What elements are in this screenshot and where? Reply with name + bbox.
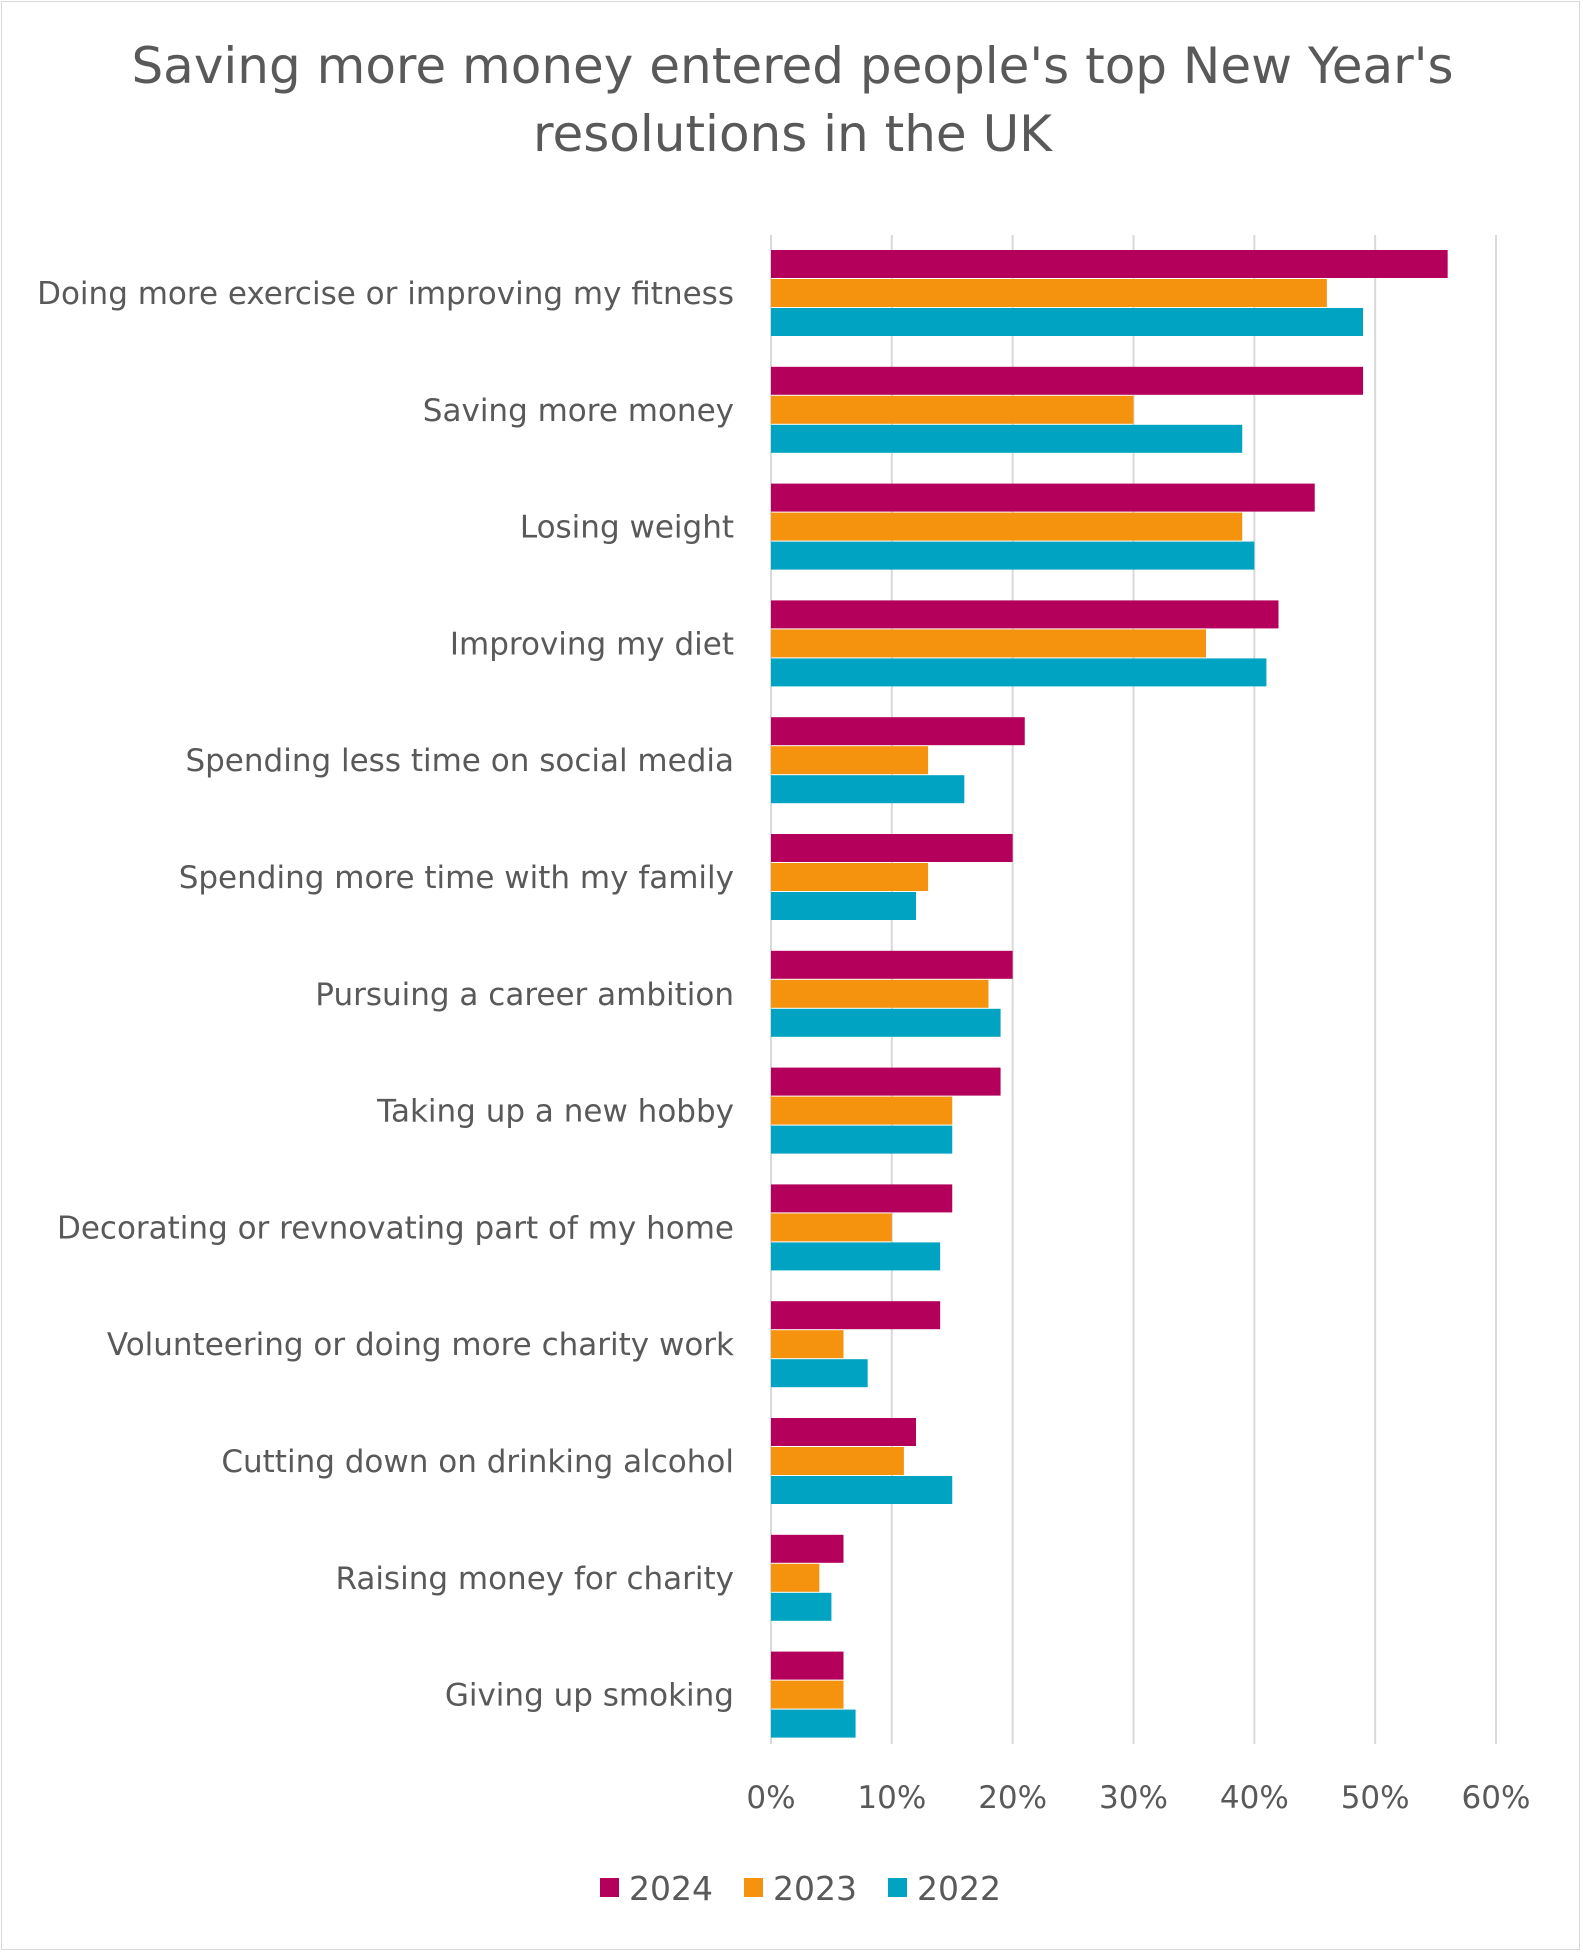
bar-2023-10: [771, 1447, 904, 1475]
bar-2024-6: [771, 950, 1013, 979]
legend-label-2024: 2024: [629, 1869, 713, 1908]
bar-2024-2: [771, 483, 1315, 512]
bar-2022-1: [771, 424, 1243, 453]
bar-2022-7: [771, 1125, 953, 1154]
bar-2024-4: [771, 717, 1025, 746]
bar-2023-2: [771, 512, 1243, 541]
bar-2024-11: [771, 1534, 844, 1563]
bars: [771, 250, 1448, 1738]
x-tick-label: 20%: [978, 1780, 1047, 1816]
bar-2024-10: [771, 1418, 916, 1446]
x-axis-tick-labels: 0% 10% 20% 30% 40% 50% 60%: [746, 1780, 1530, 1816]
bar-2023-0: [771, 279, 1327, 307]
bar-2023-4: [771, 746, 929, 775]
bar-2023-6: [771, 979, 989, 1008]
category-label: Saving more money: [423, 393, 734, 429]
bar-2022-0: [771, 308, 1364, 336]
bar-2024-7: [771, 1067, 1001, 1096]
bar-2023-3: [771, 629, 1206, 658]
category-label: Spending less time on social media: [185, 743, 734, 779]
x-tick-label: 40%: [1220, 1780, 1289, 1816]
bar-2022-10: [771, 1476, 953, 1504]
legend-swatch-2023: [744, 1878, 763, 1897]
legend-label-2022: 2022: [917, 1869, 1001, 1908]
bar-2022-5: [771, 892, 916, 920]
category-label: Losing weight: [520, 510, 734, 546]
bar-2023-11: [771, 1563, 820, 1592]
bar-2023-9: [771, 1330, 844, 1359]
bar-2024-0: [771, 250, 1448, 278]
category-label: Doing more exercise or improving my fitn…: [37, 276, 734, 312]
category-label: Pursuing a career ambition: [315, 977, 734, 1013]
category-label: Giving up smoking: [445, 1678, 734, 1714]
bar-2024-12: [771, 1651, 844, 1680]
category-label: Raising money for charity: [335, 1561, 734, 1597]
bar-2022-4: [771, 775, 965, 804]
bar-2022-2: [771, 541, 1255, 570]
x-tick-label: 60%: [1462, 1780, 1531, 1816]
category-labels: Doing more exercise or improving my fitn…: [37, 276, 734, 1714]
bar-2022-11: [771, 1592, 832, 1621]
legend-label-2023: 2023: [773, 1869, 857, 1908]
category-label: Cutting down on drinking alcohol: [221, 1444, 734, 1480]
x-tick-label: 10%: [857, 1780, 926, 1816]
category-label: Improving my diet: [450, 626, 734, 662]
legend: 2024 2023 2022: [600, 1869, 1001, 1908]
bar-2024-3: [771, 600, 1279, 629]
bar-2022-8: [771, 1242, 941, 1271]
bar-2024-9: [771, 1301, 941, 1330]
legend-swatch-2022: [888, 1878, 907, 1897]
bar-2022-12: [771, 1709, 856, 1738]
x-tick-label: 0%: [746, 1780, 795, 1816]
bar-2024-5: [771, 834, 1013, 862]
bar-2024-8: [771, 1184, 953, 1213]
bar-2022-6: [771, 1008, 1001, 1037]
bar-2022-9: [771, 1359, 868, 1388]
x-tick-label: 50%: [1341, 1780, 1410, 1816]
bar-2023-5: [771, 863, 929, 891]
category-label: Taking up a new hobby: [376, 1094, 734, 1130]
bar-2023-1: [771, 395, 1134, 424]
category-label: Volunteering or doing more charity work: [107, 1327, 734, 1363]
bar-2023-12: [771, 1680, 844, 1709]
bar-2024-1: [771, 366, 1364, 395]
legend-swatch-2024: [600, 1878, 619, 1897]
bar-2022-3: [771, 658, 1267, 687]
chart-title: Saving more money entered people's top N…: [131, 37, 1454, 163]
bar-2023-7: [771, 1096, 953, 1125]
category-label: Decorating or revnovating part of my hom…: [57, 1210, 734, 1246]
bar-2023-8: [771, 1213, 892, 1242]
category-label: Spending more time with my family: [179, 860, 734, 896]
x-tick-label: 30%: [1099, 1780, 1168, 1816]
